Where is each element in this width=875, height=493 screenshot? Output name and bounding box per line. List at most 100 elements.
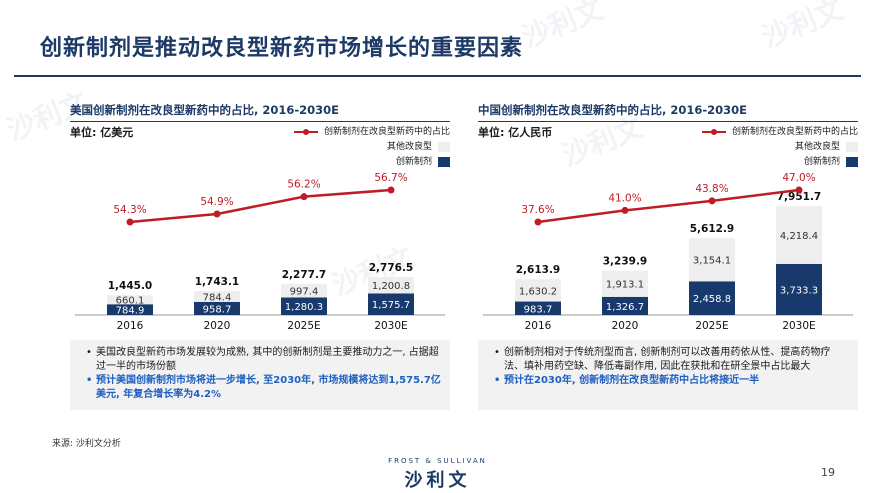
note-bullet: 创新制剂相对于传统剂型而言, 创新制剂可以改善用药依从性、提高药物疗法、填补用药… [494, 346, 850, 374]
legend-label: 其他改良型 [794, 141, 840, 152]
watermark: 沙利文 [757, 0, 848, 55]
note-bullet: 美国改良型新药市场发展较为成熟, 其中的创新制剂是主要推动力之一, 占据超过一半… [86, 346, 442, 374]
legend-item-other: 其他改良型 [702, 139, 858, 154]
legend-label: 创新制剂 [395, 156, 432, 167]
swatch-icon [438, 156, 450, 167]
share-point [300, 193, 308, 201]
chart-legend: 创新制剂在改良型新药中的占比 其他改良型 创新制剂 [293, 124, 450, 169]
page-number: 19 [821, 466, 835, 479]
us-chart-panel: 美国创新制剂在改良型新药中的占比, 2016-2030E 单位: 亿美元 创新制… [70, 102, 450, 432]
bar-other [194, 291, 240, 302]
share-point [387, 186, 395, 194]
legend-label: 其他改良型 [386, 141, 432, 152]
share-label: 54.9% [200, 196, 233, 208]
chart-heading: 美国创新制剂在改良型新药中的占比, 2016-2030E [70, 102, 450, 122]
share-label: 43.8% [695, 183, 728, 195]
bar-label-other: 3,154.1 [693, 256, 731, 267]
bar-other [776, 206, 822, 264]
watermark: 沙利文 [517, 0, 608, 55]
legend-item-share: 创新制剂在改良型新药中的占比 [701, 124, 858, 139]
bar-label-innovative: 2,458.8 [693, 294, 731, 305]
legend-label: 创新制剂 [803, 156, 840, 167]
logo: 沙利文 [404, 470, 471, 491]
bar-innovative [368, 293, 414, 315]
legend-item-share: 创新制剂在改良型新药中的占比 [293, 124, 450, 139]
bar-label-innovative: 983.7 [524, 304, 553, 315]
swatch-icon [846, 156, 858, 167]
bar-total-label: 1,743.1 [195, 276, 240, 288]
page-title: 创新制剂是推动改良型新药市场增长的重要因素 [40, 36, 524, 61]
line-marker-icon [701, 128, 726, 135]
note-bullet: 预计在2030年, 创新制剂在改良型新药中占比将接近一半 [494, 374, 850, 388]
bar-innovative [281, 297, 327, 315]
unit-label: 单位: 亿美元 [70, 126, 134, 139]
share-point [621, 206, 629, 214]
bar-total-label: 2,776.5 [369, 262, 414, 274]
share-point [126, 218, 134, 226]
share-point [795, 186, 803, 194]
bar-other [107, 295, 153, 305]
bar-total-label: 2,613.9 [516, 264, 561, 276]
share-label: 54.3% [113, 204, 146, 216]
bar-total-label: 1,445.0 [108, 280, 153, 292]
share-label: 47.0% [782, 172, 815, 184]
x-tick-label: 2020 [204, 320, 231, 332]
bar-label-other: 784.4 [203, 293, 232, 304]
title-divider [14, 75, 861, 77]
legend-label: 创新制剂在改良型新药中的占比 [731, 126, 858, 137]
bar-total-label: 5,612.9 [690, 223, 735, 235]
bar-label-innovative: 1,575.7 [372, 300, 410, 311]
bar-label-innovative: 958.7 [203, 304, 232, 315]
share-label: 37.6% [521, 204, 554, 216]
x-tick-label: 2030E [374, 320, 407, 332]
line-marker-icon [293, 128, 318, 135]
chart-legend: 创新制剂在改良型新药中的占比 其他改良型 创新制剂 [701, 124, 858, 169]
x-tick-label: 2020 [612, 320, 639, 332]
x-tick-label: 2030E [782, 320, 815, 332]
source-note: 来源: 沙利文分析 [52, 439, 121, 449]
bar-label-other: 1,913.1 [606, 280, 644, 291]
share-point [534, 218, 542, 226]
x-tick-label: 2016 [525, 320, 552, 332]
bar-other [281, 283, 327, 298]
bar-other [515, 279, 561, 302]
share-label: 56.2% [287, 179, 320, 191]
share-line [129, 188, 392, 224]
bar-label-other: 997.4 [290, 287, 319, 298]
note-bullet: 预计美国创新制剂市场将进一步增长, 至2030年, 市场规模将达到1,575.7… [86, 374, 442, 402]
swatch-icon [438, 141, 450, 152]
bar-total-label: 2,277.7 [282, 269, 327, 281]
bar-label-other: 1,200.8 [372, 281, 410, 292]
bar-total-label: 7,951.7 [777, 191, 822, 203]
us-notes-box: 美国改良型新药市场发展较为成熟, 其中的创新制剂是主要推动力之一, 占据超过一半… [70, 340, 450, 410]
share-label: 41.0% [608, 192, 641, 204]
share-point [213, 210, 221, 218]
bar-innovative [689, 281, 735, 315]
legend-item-other: 其他改良型 [294, 139, 450, 154]
unit-label: 单位: 亿人民币 [478, 126, 553, 139]
share-label: 56.7% [374, 172, 407, 184]
share-line [537, 188, 800, 224]
bar-other [689, 238, 735, 282]
bar-label-other: 660.1 [116, 296, 145, 307]
bar-label-innovative: 784.9 [116, 306, 145, 317]
bar-innovative [602, 296, 648, 315]
legend-item-innovative: 创新制剂 [702, 154, 858, 169]
bar-total-label: 3,239.9 [603, 256, 648, 268]
china-notes-box: 创新制剂相对于传统剂型而言, 创新制剂可以改善用药依从性、提高药物疗法、填补用药… [478, 340, 858, 410]
bar-label-innovative: 3,733.3 [780, 285, 818, 296]
bar-innovative [107, 304, 153, 315]
x-tick-label: 2025E [695, 320, 728, 332]
bar-label-innovative: 1,280.3 [285, 302, 323, 313]
bar-innovative [776, 263, 822, 315]
legend-item-innovative: 创新制剂 [294, 154, 450, 169]
bar-other [368, 276, 414, 294]
bar-label-other: 4,218.4 [780, 231, 818, 242]
swatch-icon [846, 141, 858, 152]
share-point [708, 197, 716, 205]
bar-other [602, 270, 648, 297]
chart-heading: 中国创新制剂在改良型新药中的占比, 2016-2030E [478, 102, 858, 122]
bar-label-innovative: 1,326.7 [606, 302, 644, 313]
bar-label-other: 1,630.2 [519, 286, 557, 297]
